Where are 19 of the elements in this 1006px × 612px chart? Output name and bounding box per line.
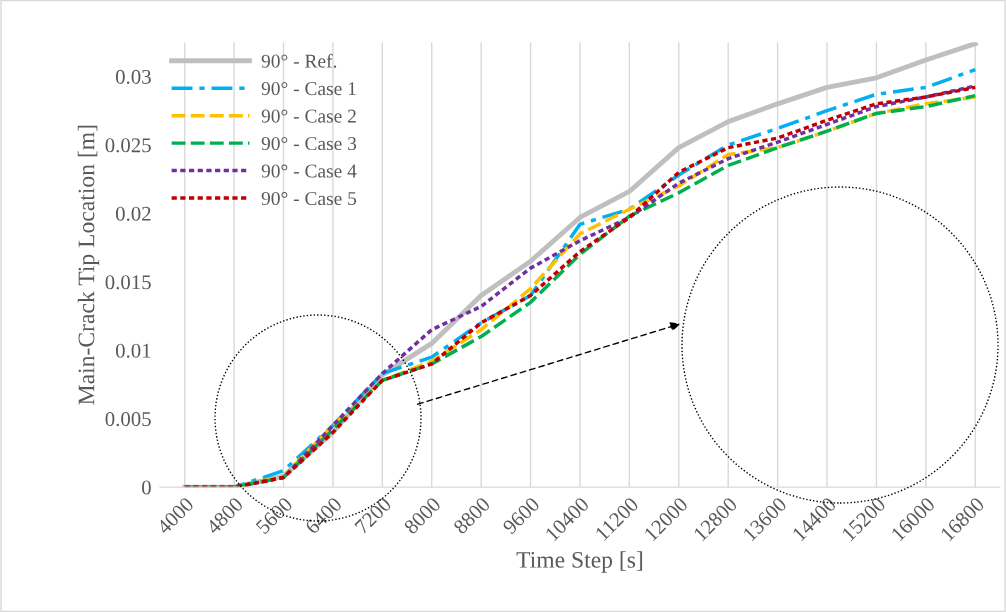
legend-label: 90° - Case 1: [261, 82, 356, 96]
legend-label: 90° - Ref.: [261, 53, 337, 68]
x-tick-label: 4800: [205, 496, 244, 536]
x-tick-label: 7200: [354, 496, 393, 535]
y-tick-label: 0.02: [115, 206, 151, 221]
x-axis-title: Time Step [s]: [516, 551, 643, 573]
legend-label: 90° - Case 4: [261, 164, 357, 178]
legend-label: 90° - Case 2: [261, 109, 356, 123]
y-tick-label: 0.025: [105, 138, 151, 153]
y-tick-label: 0.015: [105, 275, 151, 290]
y-tick-label: 0.03: [115, 69, 151, 84]
y-tick-label: 0.01: [115, 343, 151, 358]
legend-label: 90° - Case 5: [261, 191, 357, 206]
y-tick-label: 0.005: [105, 412, 151, 427]
y-tick-label: 0: [142, 480, 151, 495]
y-axis-title: Main-Crack Tip Location [m]: [77, 125, 100, 405]
legend-label: 90° - Case 3: [261, 137, 357, 151]
x-tick-label: 4000: [155, 496, 195, 536]
x-tick-label: 6400: [304, 496, 343, 535]
